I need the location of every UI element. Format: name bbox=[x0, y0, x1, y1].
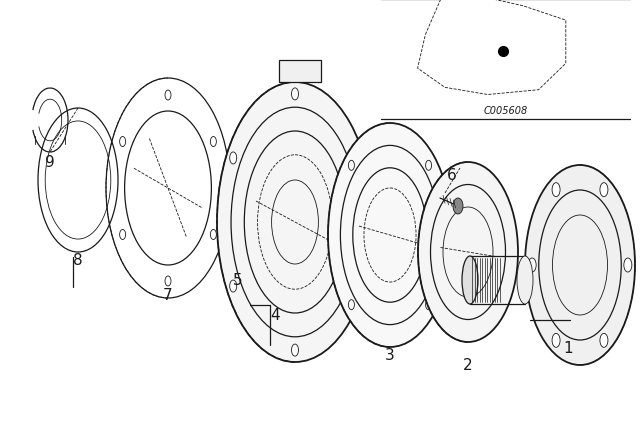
Ellipse shape bbox=[418, 162, 518, 342]
Ellipse shape bbox=[525, 165, 635, 365]
Ellipse shape bbox=[353, 152, 360, 164]
Polygon shape bbox=[417, 0, 566, 95]
Ellipse shape bbox=[291, 344, 298, 356]
Text: 7: 7 bbox=[163, 288, 173, 302]
Text: 2: 2 bbox=[463, 358, 473, 372]
Ellipse shape bbox=[462, 256, 478, 304]
Ellipse shape bbox=[453, 198, 463, 214]
Ellipse shape bbox=[517, 256, 533, 304]
Ellipse shape bbox=[230, 280, 237, 292]
Ellipse shape bbox=[328, 123, 452, 347]
Text: 5: 5 bbox=[233, 272, 243, 288]
Bar bbox=[279, 60, 321, 82]
Ellipse shape bbox=[552, 183, 560, 197]
Ellipse shape bbox=[624, 258, 632, 272]
Ellipse shape bbox=[291, 88, 298, 100]
Text: 3: 3 bbox=[385, 348, 395, 362]
Text: 9: 9 bbox=[45, 155, 55, 169]
Text: 6: 6 bbox=[447, 168, 457, 182]
Ellipse shape bbox=[217, 82, 373, 362]
Text: 1: 1 bbox=[563, 340, 573, 356]
Text: 4: 4 bbox=[270, 307, 280, 323]
Ellipse shape bbox=[552, 333, 560, 347]
Ellipse shape bbox=[353, 280, 360, 292]
Ellipse shape bbox=[600, 183, 608, 197]
Text: 8: 8 bbox=[73, 253, 83, 267]
Ellipse shape bbox=[528, 258, 536, 272]
Text: C005608: C005608 bbox=[483, 106, 528, 116]
Ellipse shape bbox=[230, 152, 237, 164]
Ellipse shape bbox=[600, 333, 608, 347]
